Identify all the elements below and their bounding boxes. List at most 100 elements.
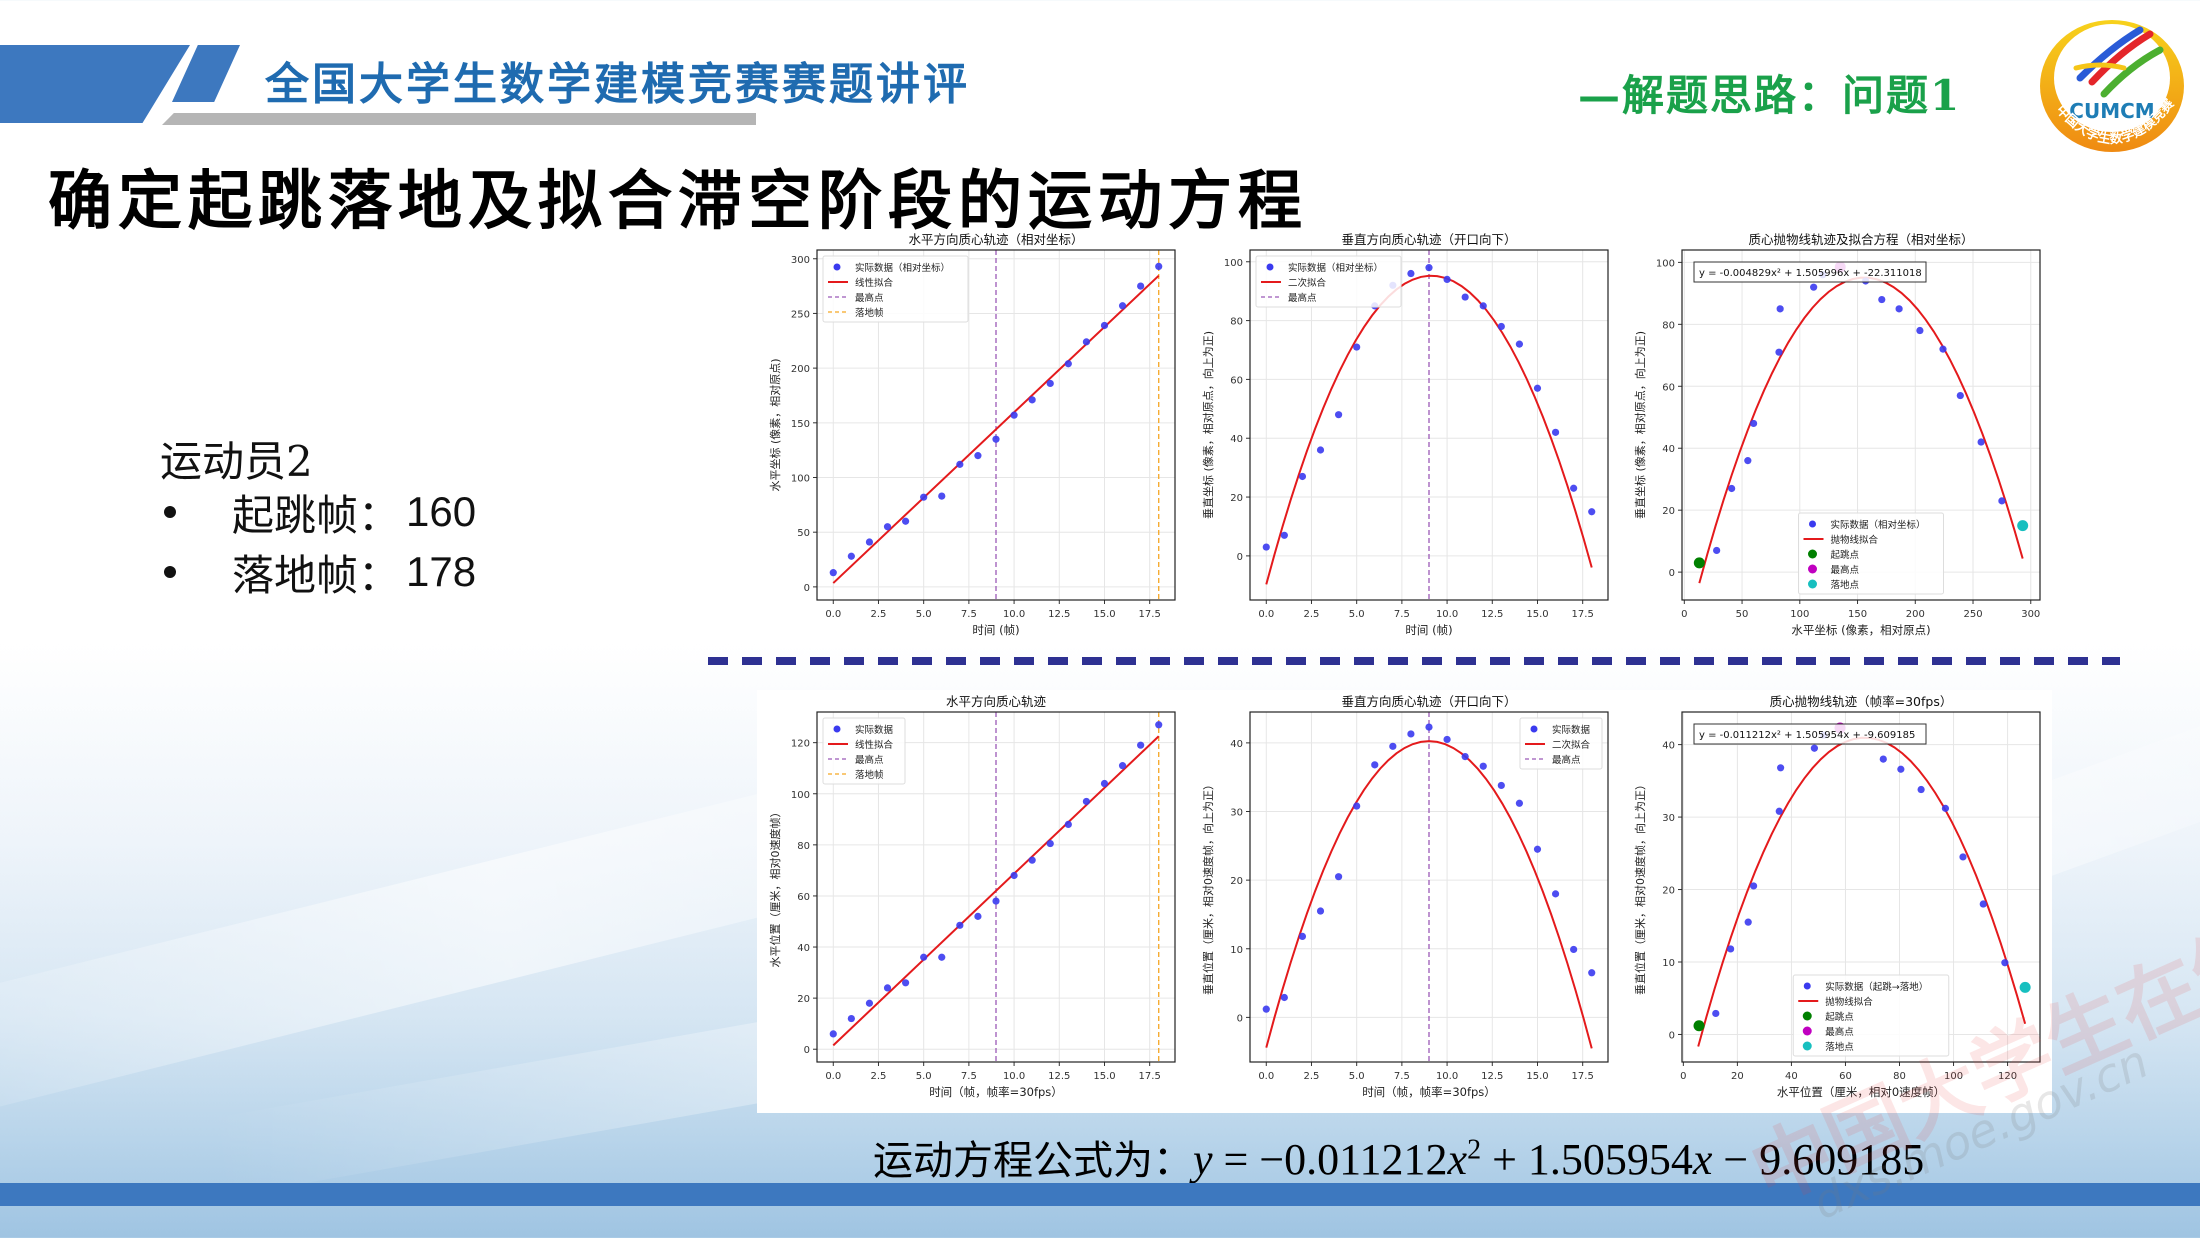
landing-frame-value: 178 (406, 548, 477, 595)
svg-text:50: 50 (1736, 609, 1749, 620)
svg-text:抛物线拟合: 抛物线拟合 (1831, 534, 1879, 546)
svg-text:时间（帧，帧率=30fps）: 时间（帧，帧率=30fps） (1362, 1085, 1496, 1099)
svg-text:时间 (帧): 时间 (帧) (972, 623, 1019, 637)
svg-text:10: 10 (1230, 945, 1243, 956)
svg-text:100: 100 (1790, 609, 1809, 620)
svg-text:100: 100 (1656, 258, 1675, 269)
svg-text:二次拟合: 二次拟合 (1288, 277, 1327, 289)
svg-text:120: 120 (1998, 1071, 2017, 1082)
svg-text:7.5: 7.5 (1394, 609, 1410, 620)
svg-text:实际数据: 实际数据 (855, 724, 894, 736)
svg-text:40: 40 (1662, 444, 1675, 455)
svg-text:17.5: 17.5 (1139, 1071, 1161, 1082)
svg-text:0.0: 0.0 (825, 1071, 841, 1082)
svg-text:7.5: 7.5 (961, 609, 977, 620)
svg-text:250: 250 (1963, 609, 1982, 620)
svg-text:17.5: 17.5 (1139, 609, 1161, 620)
motion-equation: 运动方程公式为：y = −0.011212x2 + 1.505954x − 9.… (873, 1134, 1925, 1184)
svg-text:质心抛物线轨迹及拟合方程（相对坐标）: 质心抛物线轨迹及拟合方程（相对坐标） (1748, 232, 1973, 247)
svg-text:40: 40 (797, 943, 810, 954)
svg-text:10: 10 (1662, 958, 1675, 969)
svg-text:120: 120 (791, 739, 810, 750)
svg-text:0: 0 (1669, 1030, 1675, 1041)
svg-text:水平位置（厘米，相对0速度帧）: 水平位置（厘米，相对0速度帧） (1777, 1085, 1945, 1099)
svg-text:60: 60 (1662, 382, 1675, 393)
svg-text:150: 150 (791, 419, 810, 430)
svg-text:水平方向质心轨迹: 水平方向质心轨迹 (946, 694, 1047, 709)
svg-text:0: 0 (1669, 568, 1675, 579)
header-grey-underline (162, 113, 756, 125)
svg-text:0: 0 (1237, 1013, 1243, 1024)
svg-text:时间（帧，帧率=30fps）: 时间（帧，帧率=30fps） (929, 1085, 1063, 1099)
svg-text:垂直方向质心轨迹（开口向下）: 垂直方向质心轨迹（开口向下） (1341, 694, 1516, 709)
svg-text:0: 0 (1237, 552, 1243, 563)
frame-list: 起跳帧： 160 落地帧： 178 (160, 482, 476, 602)
svg-text:15.0: 15.0 (1526, 609, 1548, 620)
svg-text:12.5: 12.5 (1481, 1071, 1503, 1082)
svg-text:12.5: 12.5 (1048, 609, 1070, 620)
svg-text:15.0: 15.0 (1526, 1071, 1548, 1082)
svg-text:12.5: 12.5 (1481, 609, 1503, 620)
chart-vertical-trajectory-pixel: 0.0 2.5 5.0 7.5 10.0 12.5 15.0 17.5 0 20 40 60 80 100… (1190, 228, 1620, 648)
svg-text:y = -0.011212x² + 1.505954x +: y = -0.011212x² + 1.505954x + -9.609185 (1699, 730, 1915, 741)
svg-text:0: 0 (1680, 1071, 1686, 1082)
svg-text:15.0: 15.0 (1093, 609, 1115, 620)
svg-text:15.0: 15.0 (1093, 1071, 1115, 1082)
svg-text:5.0: 5.0 (1349, 1071, 1365, 1082)
svg-text:10.0: 10.0 (1003, 609, 1025, 620)
svg-text:起跳点: 起跳点 (1831, 549, 1860, 561)
svg-text:最高点: 最高点 (855, 292, 884, 304)
svg-text:10.0: 10.0 (1003, 1071, 1025, 1082)
svg-text:水平方向质心轨迹（相对坐标）: 水平方向质心轨迹（相对坐标） (908, 232, 1083, 247)
svg-text:80: 80 (1662, 320, 1675, 331)
svg-text:80: 80 (797, 841, 810, 852)
svg-text:30: 30 (1662, 813, 1675, 824)
section-divider (708, 657, 2120, 665)
svg-text:10.0: 10.0 (1436, 1071, 1458, 1082)
svg-text:实际数据: 实际数据 (1552, 724, 1591, 736)
svg-text:80: 80 (1230, 317, 1243, 328)
bullet-icon (164, 566, 176, 578)
svg-text:100: 100 (1944, 1071, 1963, 1082)
svg-text:60: 60 (1839, 1071, 1852, 1082)
svg-text:最高点: 最高点 (855, 754, 884, 766)
svg-text:40: 40 (1662, 741, 1675, 752)
svg-text:7.5: 7.5 (1394, 1071, 1410, 1082)
svg-text:二次拟合: 二次拟合 (1552, 739, 1591, 751)
header-subtitle: —解题思路：问题1 (1578, 71, 1962, 120)
takeoff-frame-value: 160 (406, 488, 477, 535)
svg-text:y = -0.004829x² + 1.505996x +: y = -0.004829x² + 1.505996x + -22.311018 (1699, 268, 1922, 279)
page-title: 确定起跳落地及拟合滞空阶段的运动方程 (48, 164, 1308, 239)
svg-text:实际数据（起跳→落地）: 实际数据（起跳→落地） (1825, 981, 1928, 993)
svg-text:80: 80 (1893, 1071, 1906, 1082)
svg-text:0: 0 (1681, 609, 1687, 620)
svg-text:60: 60 (797, 892, 810, 903)
svg-text:40: 40 (1785, 1071, 1798, 1082)
athlete-name: 运动员2 (160, 437, 313, 486)
chart-parabola-fit-pixel: 0 50 100 150 200 250 300 0 20 40 60 80 100 质心抛物线轨迹及拟合… (1622, 228, 2052, 648)
svg-text:0.0: 0.0 (1258, 609, 1274, 620)
svg-text:2.5: 2.5 (1304, 609, 1320, 620)
svg-text:200: 200 (1906, 609, 1925, 620)
svg-text:30: 30 (1230, 808, 1243, 819)
svg-text:水平坐标 (像素，相对原点): 水平坐标 (像素，相对原点) (768, 358, 782, 491)
header-blue-bar (0, 45, 190, 123)
svg-text:垂直方向质心轨迹（开口向下）: 垂直方向质心轨迹（开口向下） (1341, 232, 1516, 247)
chart-vertical-trajectory-cm: 0.0 2.5 5.0 7.5 10.0 12.5 15.0 17.5 0 10 20 30 40 垂直方… (1190, 690, 1620, 1110)
svg-text:100: 100 (1224, 258, 1243, 269)
svg-text:10.0: 10.0 (1436, 609, 1458, 620)
svg-text:垂直位置（厘米，相对0速度帧，向上为正）: 垂直位置（厘米，相对0速度帧，向上为正） (1633, 779, 1647, 995)
svg-text:20: 20 (1731, 1071, 1744, 1082)
svg-text:实际数据（相对坐标）: 实际数据（相对坐标） (855, 262, 950, 274)
svg-text:垂直坐标 (像素，相对原点，向上为正): 垂直坐标 (像素，相对原点，向上为正) (1201, 331, 1215, 519)
svg-text:300: 300 (791, 255, 810, 266)
svg-text:300: 300 (2021, 609, 2040, 620)
svg-text:抛物线拟合: 抛物线拟合 (1825, 996, 1873, 1008)
svg-text:5.0: 5.0 (1349, 609, 1365, 620)
svg-text:起跳点: 起跳点 (1825, 1011, 1854, 1023)
svg-text:水平位置（厘米，相对0速度帧）: 水平位置（厘米，相对0速度帧） (768, 807, 782, 968)
svg-text:150: 150 (1848, 609, 1867, 620)
svg-text:100: 100 (791, 474, 810, 485)
footer-blue-band (0, 1183, 2200, 1206)
svg-text:250: 250 (791, 309, 810, 320)
